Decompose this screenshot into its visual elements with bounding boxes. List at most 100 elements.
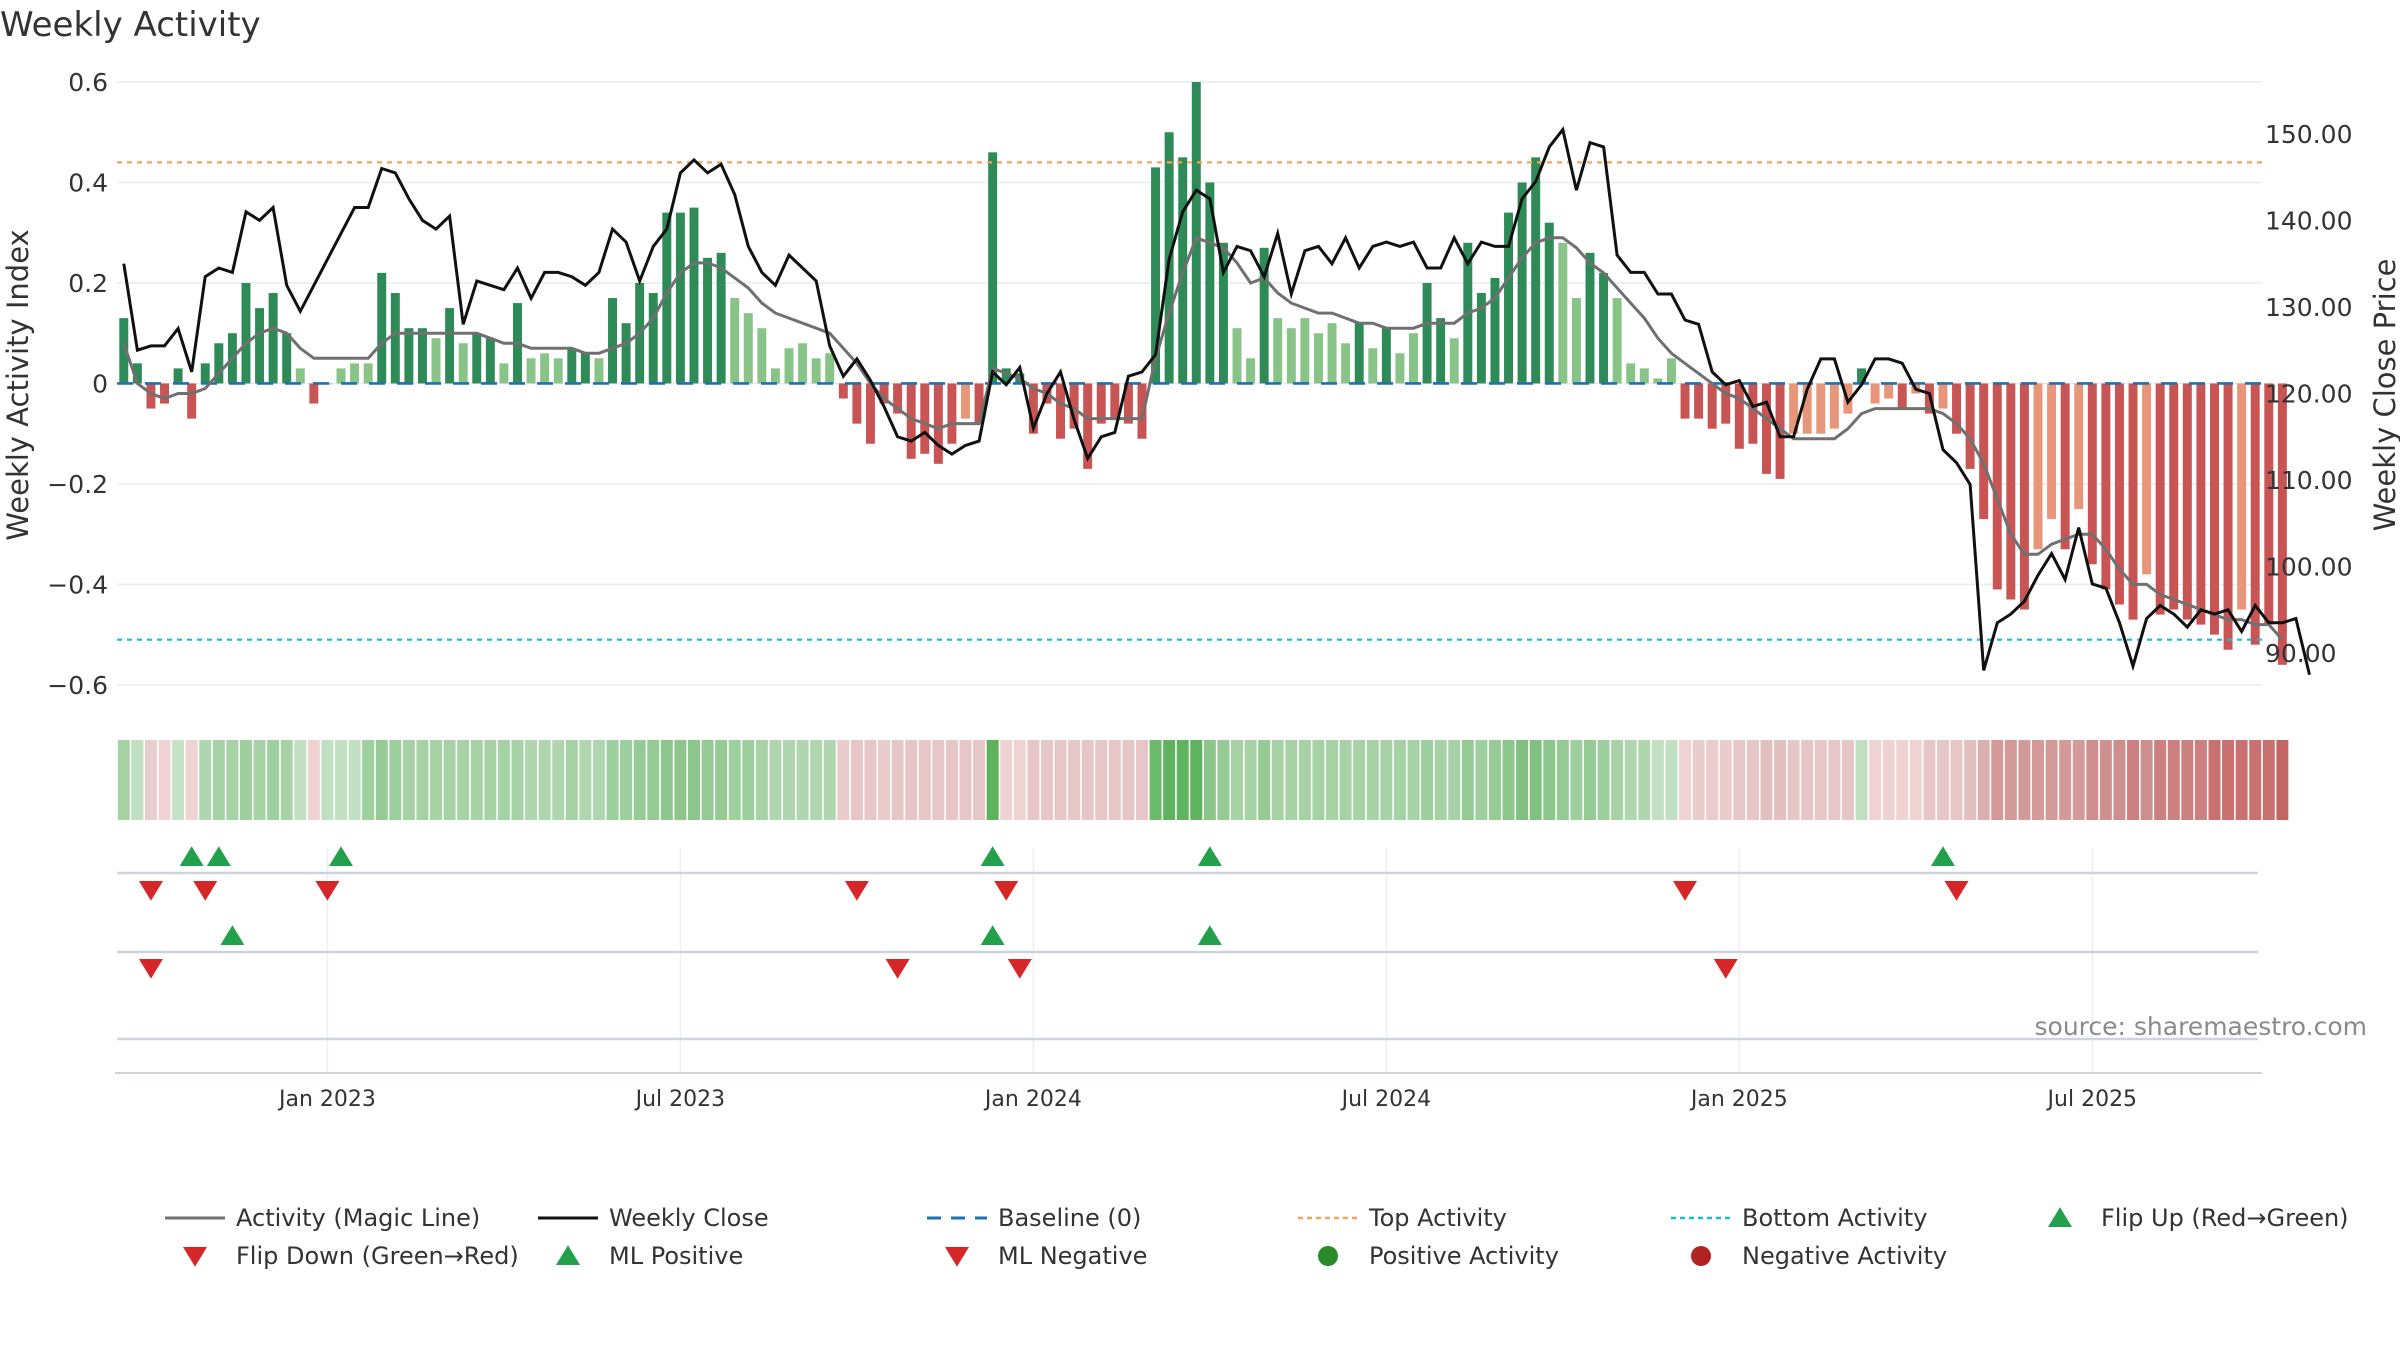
activity-bar — [2006, 383, 2016, 600]
activity-bar — [2182, 383, 2192, 620]
heat-cell — [1244, 740, 1257, 820]
heat-cell — [2113, 740, 2126, 820]
heat-cell — [742, 740, 755, 820]
heat-cell — [864, 740, 877, 820]
heat-cell — [2249, 740, 2262, 820]
activity-bar — [1490, 277, 1500, 384]
activity-bar — [2142, 383, 2152, 575]
heat-cell — [1203, 740, 1216, 820]
heat-cell — [199, 740, 212, 820]
heat-cell — [2099, 740, 2112, 820]
heat-cell — [1516, 740, 1529, 820]
heat-cell — [1461, 740, 1474, 820]
activity-bar — [1056, 383, 1066, 439]
activity-bar — [1639, 368, 1649, 384]
legend-ml-positive: ML Positive — [609, 1242, 743, 1270]
activity-bar — [1517, 182, 1527, 384]
y-axis-left-ticks: −0.6 −0.4 −0.2 0 0.2 0.4 0.6 — [47, 68, 108, 700]
heat-cell — [226, 740, 239, 820]
activity-bar — [1721, 383, 1731, 424]
heat-cell — [1882, 740, 1895, 820]
activity-bar — [2250, 383, 2260, 645]
ml-positive-marker — [220, 925, 245, 945]
activity-bar — [2074, 383, 2084, 510]
activity-bar — [2019, 383, 2029, 610]
activity-bar — [784, 348, 794, 384]
activity-bar — [1829, 383, 1839, 429]
activity-bar — [1599, 272, 1609, 384]
legend-label: Top Activity — [1368, 1204, 1507, 1232]
y-left-tick-label: 0 — [92, 369, 108, 398]
y-left-tick-label: 0.4 — [68, 168, 108, 197]
activity-bar — [417, 328, 427, 384]
heat-cell — [959, 740, 972, 820]
activity-bar — [1436, 318, 1446, 384]
heat-cell — [362, 740, 375, 820]
flip-down-marker — [1944, 881, 1969, 901]
heat-cell — [1570, 740, 1583, 820]
activity-bar — [295, 368, 305, 384]
activity-bar — [1870, 383, 1880, 404]
heat-cell — [402, 740, 415, 820]
y-axis-left-label: Weekly Activity Index — [1, 229, 35, 540]
heat-cell — [755, 740, 768, 820]
legend-label: Weekly Close — [609, 1204, 769, 1232]
activity-bar — [268, 293, 278, 384]
x-tick-label: Jul 2025 — [2046, 1087, 2138, 1112]
heat-cell — [1706, 740, 1719, 820]
heat-cell — [660, 740, 673, 820]
activity-bar — [1504, 212, 1514, 384]
activity-bar — [757, 328, 767, 384]
activity-bar — [1857, 368, 1866, 384]
heat-cell — [1298, 740, 1311, 820]
activity-bar — [1653, 378, 1663, 384]
heat-cell — [1095, 740, 1108, 820]
heat-cell — [2208, 740, 2221, 820]
activity-bar — [2277, 383, 2287, 665]
heat-cell — [1285, 740, 1298, 820]
heat-cell — [1366, 740, 1379, 820]
chart-title: Weekly Activity — [0, 5, 261, 45]
heat-cell — [335, 740, 347, 820]
activity-bar — [1313, 333, 1323, 384]
activity-bar — [1300, 318, 1310, 384]
activity-bar — [485, 338, 495, 384]
flip-down-marker — [315, 881, 340, 901]
heat-cell — [1448, 740, 1461, 820]
heat-cell — [674, 740, 687, 820]
heat-cell — [1108, 740, 1121, 820]
activity-bar — [974, 383, 984, 424]
heat-cell — [1896, 740, 1909, 820]
heat-cell — [1638, 740, 1651, 820]
heat-cell — [1434, 740, 1447, 820]
heat-cell — [1475, 740, 1488, 820]
activity-bar — [2264, 383, 2274, 625]
activity-bar — [1137, 383, 1147, 439]
heat-cell — [117, 740, 130, 820]
activity-bar — [1069, 383, 1079, 429]
activity-bar — [309, 383, 319, 404]
activity-bar — [879, 383, 889, 404]
activity-bar — [2169, 383, 2179, 610]
heat-cell — [728, 740, 741, 820]
flip-markers — [138, 846, 2072, 1267]
activity-bar — [2114, 383, 2124, 605]
activity-bar — [811, 358, 821, 384]
heat-cell — [2059, 740, 2072, 820]
heat-cell — [321, 740, 334, 820]
ml-negative-marker — [1713, 959, 1738, 979]
heat-cell — [2167, 740, 2180, 820]
activity-bar — [146, 383, 156, 409]
heat-cell — [1190, 740, 1203, 820]
flip-up-marker — [1197, 846, 1222, 866]
weekly-close-series — [122, 126, 2311, 676]
heat-cell — [1502, 740, 1515, 820]
heat-cell — [2222, 740, 2235, 820]
activity-bar — [1992, 383, 2002, 590]
heat-cell — [2072, 740, 2085, 820]
legend-baseline: Baseline (0) — [927, 1204, 1141, 1232]
y-left-tick-label: −0.4 — [47, 570, 108, 599]
heat-cell — [973, 740, 986, 820]
activity-bar — [1585, 252, 1595, 384]
